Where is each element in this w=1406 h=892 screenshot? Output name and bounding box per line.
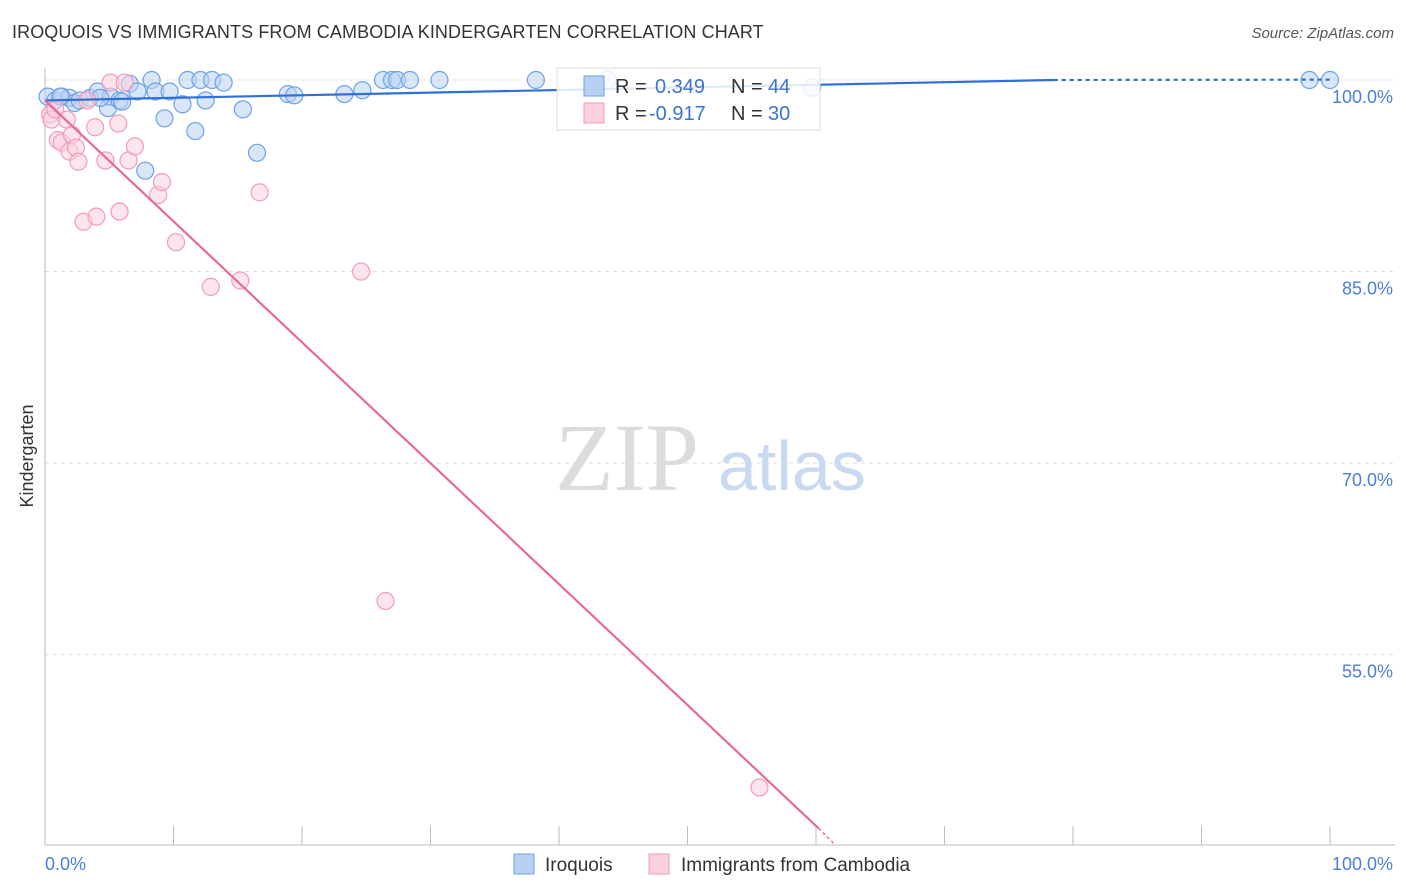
point-cambodia (86, 118, 105, 137)
bottom-legend: Iroquois Immigrants from Cambodia (513, 853, 911, 876)
watermark: ZIP atlas (555, 404, 866, 511)
point-iroquois (196, 91, 215, 110)
point-iroquois (214, 73, 233, 92)
gridlines (45, 79, 1395, 656)
y-axis-label: Kindergarten (17, 404, 37, 507)
point-iroquois (155, 109, 174, 128)
x-ticks (173, 826, 1331, 845)
chart-title: IROQUOIS VS IMMIGRANTS FROM CAMBODIA KIN… (12, 22, 764, 42)
point-iroquois (173, 95, 192, 114)
point-cambodia (231, 271, 250, 290)
watermark-atlas: atlas (718, 427, 866, 505)
point-iroquois (136, 161, 155, 180)
legend-swatch-cambodia (583, 102, 605, 124)
point-cambodia (115, 73, 134, 92)
point-iroquois (233, 100, 252, 119)
point-iroquois (247, 143, 267, 162)
legend-n-label: N = (731, 76, 763, 98)
legend-n-value-cambodia: 30 (768, 103, 790, 125)
source-label: Source: ZipAtlas.com (1251, 25, 1394, 42)
point-cambodia (352, 262, 371, 281)
point-iroquois (430, 70, 449, 90)
point-iroquois (186, 121, 205, 141)
point-iroquois (526, 70, 545, 90)
point-cambodia (110, 202, 129, 221)
point-cambodia (109, 114, 128, 133)
point-cambodia (750, 778, 769, 797)
point-cambodia (201, 277, 220, 296)
legend-n-value-iroquois: 44 (768, 76, 790, 98)
watermark-zip: ZIP (555, 404, 699, 511)
trend-line-iroquois (44, 78, 1054, 102)
point-iroquois (112, 92, 132, 111)
point-cambodia (166, 233, 186, 252)
legend-r-label: R = (615, 76, 647, 98)
legend-r-value-cambodia: -0.917 (649, 103, 706, 125)
point-cambodia (96, 151, 115, 170)
point-cambodia (376, 591, 395, 611)
point-cambodia (152, 173, 172, 192)
trend-line-cambodia-extension (818, 827, 836, 846)
point-iroquois (160, 82, 179, 101)
point-iroquois (128, 82, 147, 101)
legend-box: R = 0.349 N = 44 R = -0.917 N = 30 (556, 67, 821, 131)
x-tick-label-min: 0.0% (45, 854, 86, 874)
legend-swatch-iroquois (583, 75, 605, 97)
bottom-legend-label-iroquois: Iroquois (545, 855, 613, 876)
point-iroquois (400, 70, 420, 90)
y-tick-label: 85.0% (1342, 279, 1393, 299)
point-iroquois (1320, 70, 1340, 90)
bottom-legend-swatch-iroquois (513, 853, 535, 875)
x-tick-label-max: 100.0% (1332, 854, 1393, 874)
legend-n-label: N = (731, 103, 763, 125)
point-iroquois (353, 81, 372, 100)
legend-r-value-iroquois: 0.349 (655, 76, 705, 98)
point-cambodia (125, 137, 145, 156)
y-tick-label: 70.0% (1342, 470, 1393, 490)
point-cambodia (69, 152, 88, 171)
bottom-legend-swatch-cambodia (648, 853, 670, 875)
trend-line-cambodia (44, 99, 820, 830)
point-cambodia (250, 183, 269, 202)
bottom-legend-label-cambodia: Immigrants from Cambodia (681, 855, 911, 876)
point-cambodia (87, 207, 106, 226)
y-tick-label: 100.0% (1332, 87, 1393, 107)
y-tick-label: 55.0% (1342, 662, 1393, 682)
legend-r-label: R = (615, 103, 647, 125)
